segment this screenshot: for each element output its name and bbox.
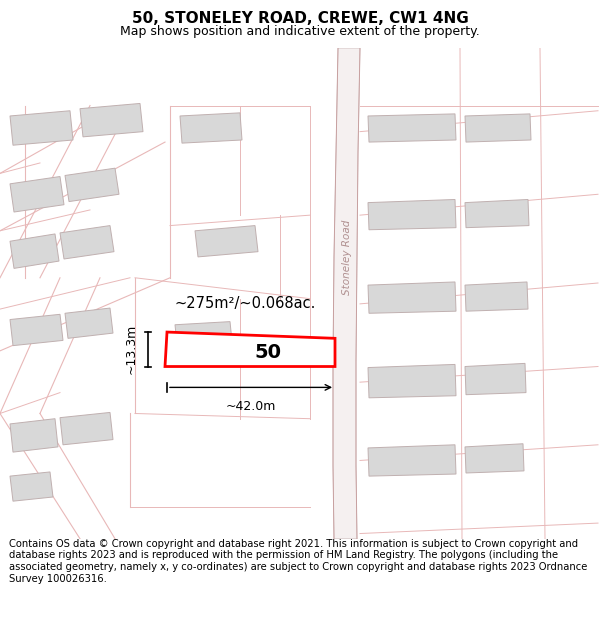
Text: ~42.0m: ~42.0m — [226, 400, 276, 413]
Polygon shape — [175, 322, 233, 354]
Polygon shape — [10, 111, 73, 145]
Polygon shape — [368, 199, 456, 230]
Polygon shape — [10, 472, 53, 501]
Polygon shape — [465, 282, 528, 311]
Text: Map shows position and indicative extent of the property.: Map shows position and indicative extent… — [120, 24, 480, 38]
Text: 50: 50 — [254, 344, 281, 362]
Polygon shape — [368, 114, 456, 142]
Polygon shape — [368, 282, 456, 313]
Polygon shape — [465, 444, 524, 473]
Text: ~13.3m: ~13.3m — [125, 324, 138, 374]
Polygon shape — [333, 48, 360, 539]
Polygon shape — [465, 199, 529, 228]
Polygon shape — [165, 332, 335, 366]
Text: Contains OS data © Crown copyright and database right 2021. This information is : Contains OS data © Crown copyright and d… — [9, 539, 587, 584]
Polygon shape — [10, 234, 59, 268]
Polygon shape — [465, 114, 531, 142]
Text: 50, STONELEY ROAD, CREWE, CW1 4NG: 50, STONELEY ROAD, CREWE, CW1 4NG — [131, 11, 469, 26]
Polygon shape — [465, 363, 526, 395]
Polygon shape — [65, 168, 119, 202]
Polygon shape — [65, 308, 113, 338]
Polygon shape — [180, 113, 242, 143]
Polygon shape — [60, 226, 114, 259]
Polygon shape — [10, 314, 63, 346]
Polygon shape — [80, 104, 143, 137]
Text: Stoneley Road: Stoneley Road — [342, 219, 352, 294]
Polygon shape — [368, 364, 456, 398]
Polygon shape — [195, 226, 258, 257]
Text: ~275m²/~0.068ac.: ~275m²/~0.068ac. — [175, 296, 316, 311]
Polygon shape — [10, 419, 58, 452]
Polygon shape — [10, 176, 64, 212]
Polygon shape — [368, 445, 456, 476]
Polygon shape — [60, 412, 113, 445]
